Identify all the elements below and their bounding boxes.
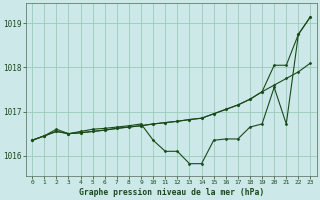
X-axis label: Graphe pression niveau de la mer (hPa): Graphe pression niveau de la mer (hPa) — [79, 188, 264, 197]
